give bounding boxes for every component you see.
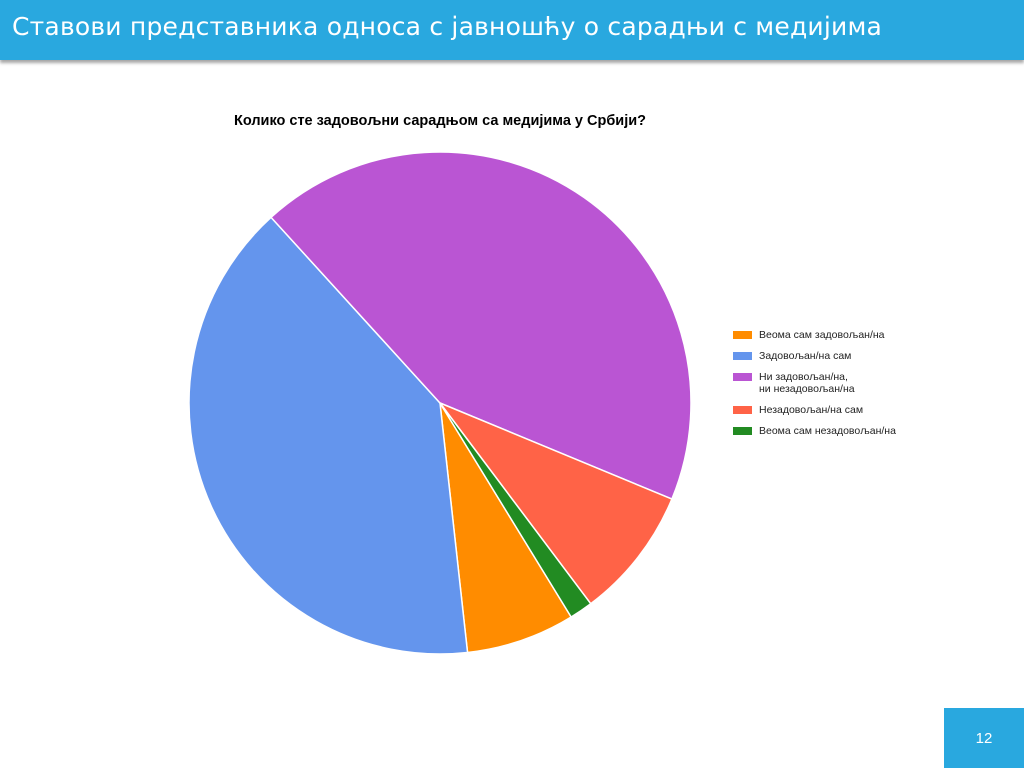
pie-slice-3 [270,151,692,501]
pie-slice-1 [439,402,573,654]
legend-label: Задовољан/на сам [759,350,852,362]
page-number-box: 12 [944,708,1024,768]
legend-label: Веома сам задовољан/на [759,329,885,341]
pie-slice-4 [437,401,673,605]
legend-item-5: Веома сам незадовољан/на [733,425,896,437]
header-bar: Ставови представника односа с јавношћу о… [0,0,1024,60]
chart-legend: Веома сам задовољан/на Задовољан/на сам Ни… [733,329,896,446]
pie-slice-5 [439,402,592,619]
legend-swatch [733,427,752,435]
legend-item-3: Ни задовољан/на, ни незадовољан/на [733,371,896,395]
legend-label: Незадовољан/на сам [759,404,864,416]
legend-swatch [733,331,752,339]
legend-swatch [733,406,752,414]
legend-label: Ни задовољан/на, ни незадовољан/на [759,371,855,395]
pie-slice-2 [188,216,469,655]
chart-title: Колико сте задовољни сарадњом са медијим… [233,113,647,129]
slide-title: Ставови представника односа с јавношћу о… [12,12,883,41]
legend-item-2: Задовољан/на сам [733,350,896,362]
legend-swatch [733,373,752,381]
legend-item-4: Незадовољан/на сам [733,404,896,416]
legend-swatch [733,352,752,360]
page-number: 12 [975,730,993,747]
legend-label: Веома сам незадовољан/на [759,425,896,437]
legend-item-1: Веома сам задовољан/на [733,329,896,341]
